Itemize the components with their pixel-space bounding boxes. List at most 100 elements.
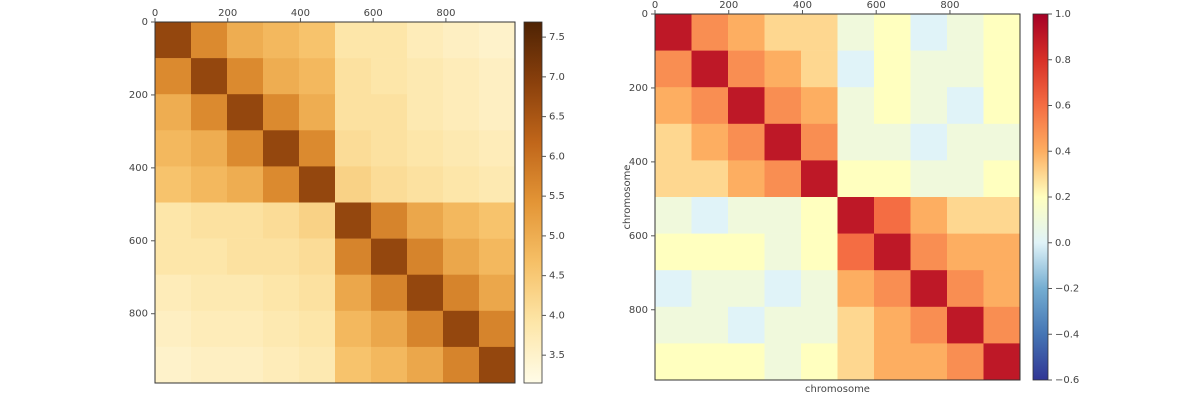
heatmap-cell xyxy=(227,202,264,239)
heatmap-cell xyxy=(655,123,692,161)
heatmap-cell xyxy=(874,343,911,381)
heatmap-cell xyxy=(443,238,480,275)
heatmap-cell xyxy=(371,130,408,167)
heatmap-cell xyxy=(837,343,875,381)
heatmap-cell xyxy=(691,343,729,381)
heatmap-cell xyxy=(837,160,875,198)
x-axis-label: chromosome xyxy=(805,384,870,395)
colorbar-tick-label: 0.2 xyxy=(1055,192,1071,203)
y-tick-label: 200 xyxy=(129,90,148,101)
heatmap-cell xyxy=(443,130,480,167)
heatmap-cell xyxy=(227,166,264,203)
y-axis-label: chromosome xyxy=(622,165,633,230)
heatmap-cell xyxy=(299,94,336,131)
heatmap-cell xyxy=(371,202,408,239)
heatmap-cell xyxy=(479,130,516,167)
heatmap-cell xyxy=(407,274,444,312)
heatmap-cell xyxy=(655,270,692,308)
heatmap-cell xyxy=(263,238,300,275)
heatmap-cell xyxy=(837,306,875,344)
heatmap-cell xyxy=(801,160,838,198)
heatmap-cell xyxy=(837,270,875,308)
heatmap-cell xyxy=(443,310,480,348)
heatmap-cell xyxy=(443,58,480,95)
heatmap-cell xyxy=(443,202,480,239)
heatmap-cell xyxy=(479,94,516,131)
heatmap-cell xyxy=(983,87,1021,125)
heatmap-cell xyxy=(335,346,372,384)
heatmap-cell xyxy=(655,160,692,198)
heatmap-cell xyxy=(155,238,192,275)
heatmap-cell xyxy=(691,14,729,51)
colorbar-tick-label: 0.4 xyxy=(1055,146,1071,157)
heatmap-cell xyxy=(299,166,336,203)
heatmap-cell xyxy=(407,130,444,167)
heatmap-cell xyxy=(837,197,875,234)
heatmap-cell xyxy=(263,22,300,59)
heatmap-cell xyxy=(910,14,948,51)
heatmap-cell xyxy=(874,50,911,88)
heatmap-cell xyxy=(371,166,408,203)
heatmap-cell xyxy=(728,14,765,51)
heatmap-cell xyxy=(728,197,765,234)
colorbar xyxy=(523,21,543,384)
colorbar-tick-label: 0.6 xyxy=(1055,101,1071,112)
heatmap-cell xyxy=(764,87,802,125)
heatmap-cell xyxy=(801,123,838,161)
colorbar-tick-label: 6.5 xyxy=(549,112,565,123)
x-tick-label: 0 xyxy=(652,0,658,11)
heatmap-cell xyxy=(227,58,264,95)
heatmap-cell xyxy=(191,238,228,275)
heatmap-cell xyxy=(443,274,480,312)
heatmap-cell xyxy=(947,306,984,344)
heatmap-cell xyxy=(874,197,911,234)
heatmap-cell xyxy=(371,58,408,95)
heatmap-chart: 0 200 400 600 800 0 200 400 600 800 3.5 4.0 4.5 5.0 5.… xyxy=(129,8,565,384)
heatmap-cell xyxy=(837,87,875,125)
colorbar-tick-label: 1.0 xyxy=(1055,9,1071,20)
heatmap-cell xyxy=(443,346,480,384)
heatmap-cell xyxy=(407,94,444,131)
heatmap-cell xyxy=(874,270,911,308)
heatmap-cell xyxy=(983,50,1021,88)
heatmap-cell xyxy=(479,238,516,275)
heatmap-cell xyxy=(155,202,192,239)
heatmap-cell xyxy=(801,306,838,344)
heatmap-cell xyxy=(655,197,692,234)
x-tick-label: 0 xyxy=(152,8,158,19)
colorbar xyxy=(1032,13,1049,381)
heatmap-cell xyxy=(764,306,802,344)
heatmap-cell xyxy=(227,346,264,384)
heatmap-cell xyxy=(155,58,192,95)
heatmap-cell xyxy=(983,160,1021,198)
colorbar-tick-label: 6.0 xyxy=(549,151,565,162)
heatmap-cell xyxy=(910,270,948,308)
heatmap-cell xyxy=(371,22,408,59)
x-tick-label: 800 xyxy=(436,8,455,19)
heatmap-cell xyxy=(263,346,300,384)
heatmap-cell xyxy=(155,94,192,131)
x-tick-label: 600 xyxy=(364,8,383,19)
colorbar-tick-label: −0.2 xyxy=(1055,284,1079,295)
heatmap-cell xyxy=(407,58,444,95)
heatmap-cell xyxy=(691,306,729,344)
heatmap-cell xyxy=(728,233,765,271)
colorbar-tick-label: 0.0 xyxy=(1055,238,1071,249)
heatmap-cell xyxy=(691,87,729,125)
heatmap-cell xyxy=(227,274,264,312)
heatmap-cell xyxy=(910,343,948,381)
heatmap-cell xyxy=(801,233,838,271)
heatmap-cell xyxy=(371,346,408,384)
heatmap-cell xyxy=(910,233,948,271)
heatmap-cell xyxy=(479,58,516,95)
heatmap-cell xyxy=(655,306,692,344)
colorbar-tick-label: 5.0 xyxy=(549,231,565,242)
heatmap-cell xyxy=(479,310,516,348)
plot-frame xyxy=(654,13,1021,381)
heatmap-cell xyxy=(728,50,765,88)
colorbar-tick-label: 7.0 xyxy=(549,72,565,83)
heatmap-cell xyxy=(443,94,480,131)
heatmap-cell xyxy=(910,306,948,344)
y-tick-label: 400 xyxy=(129,163,148,174)
heatmap-cell xyxy=(910,123,948,161)
